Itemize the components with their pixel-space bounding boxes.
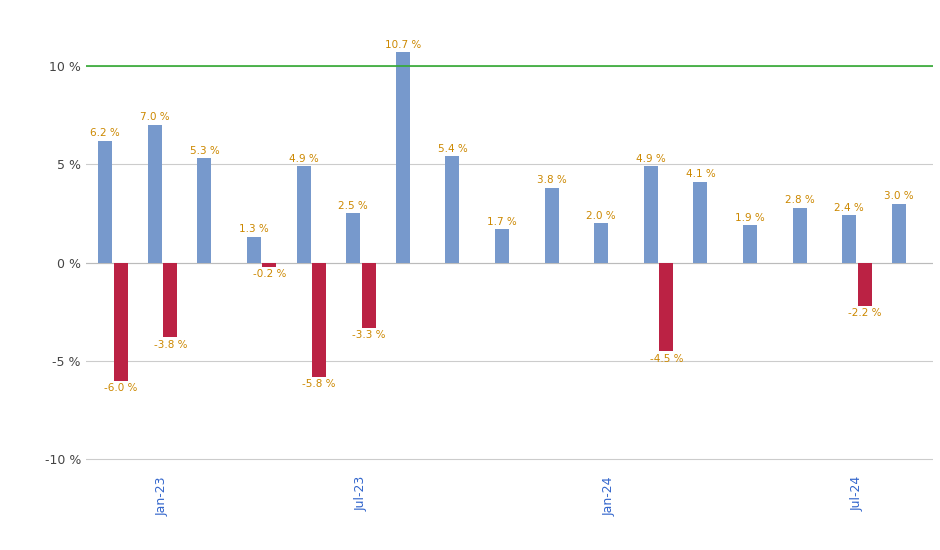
Bar: [842, 216, 856, 262]
Bar: [892, 204, 906, 262]
Text: -3.3 %: -3.3 %: [352, 330, 385, 340]
Bar: [362, 262, 376, 327]
Bar: [594, 223, 608, 262]
Text: 1.7 %: 1.7 %: [487, 217, 517, 227]
Text: 2.5 %: 2.5 %: [338, 201, 368, 211]
Bar: [164, 262, 178, 337]
Text: 2.0 %: 2.0 %: [587, 211, 616, 221]
Bar: [312, 262, 326, 377]
Bar: [99, 141, 112, 262]
Text: 1.9 %: 1.9 %: [735, 213, 765, 223]
Text: 5.4 %: 5.4 %: [437, 144, 467, 154]
Bar: [644, 166, 658, 262]
Text: 5.3 %: 5.3 %: [190, 146, 219, 156]
Text: -4.5 %: -4.5 %: [650, 354, 683, 364]
Bar: [659, 262, 673, 351]
Text: 1.3 %: 1.3 %: [239, 224, 269, 234]
Bar: [792, 207, 807, 262]
Text: 4.1 %: 4.1 %: [685, 169, 715, 179]
Text: 3.8 %: 3.8 %: [537, 175, 567, 185]
Bar: [197, 158, 212, 262]
Bar: [495, 229, 509, 262]
Text: 4.9 %: 4.9 %: [636, 153, 666, 164]
Bar: [346, 213, 360, 262]
Bar: [744, 226, 757, 262]
Text: -2.2 %: -2.2 %: [848, 309, 882, 318]
Text: 2.4 %: 2.4 %: [835, 203, 864, 213]
Bar: [297, 166, 310, 262]
Text: 6.2 %: 6.2 %: [90, 128, 120, 138]
Bar: [247, 237, 261, 262]
Bar: [544, 188, 558, 262]
Bar: [114, 262, 128, 381]
Bar: [262, 262, 276, 267]
Text: 2.8 %: 2.8 %: [785, 195, 815, 205]
Bar: [446, 156, 460, 262]
Text: -5.8 %: -5.8 %: [303, 379, 336, 389]
Text: 4.9 %: 4.9 %: [289, 153, 319, 164]
Text: -6.0 %: -6.0 %: [104, 383, 137, 393]
Text: -0.2 %: -0.2 %: [253, 269, 286, 279]
Text: 3.0 %: 3.0 %: [885, 191, 914, 201]
Bar: [857, 262, 871, 306]
Bar: [396, 52, 410, 262]
Bar: [148, 125, 162, 262]
Bar: [694, 182, 708, 262]
Text: 10.7 %: 10.7 %: [384, 40, 421, 49]
Text: 7.0 %: 7.0 %: [140, 112, 169, 123]
Text: -3.8 %: -3.8 %: [153, 340, 187, 350]
